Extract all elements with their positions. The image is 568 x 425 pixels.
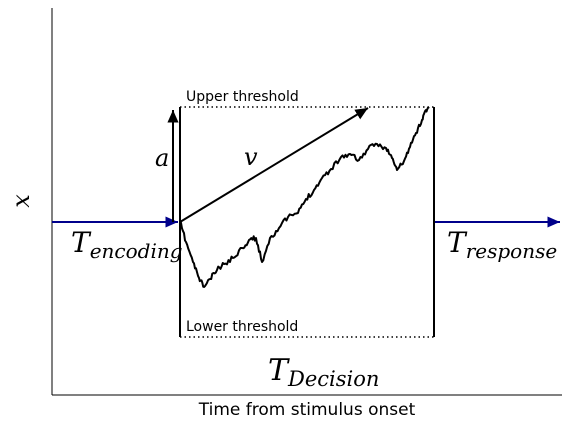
x-axis-label: Time from stimulus onset xyxy=(198,400,416,420)
t-response-main: T xyxy=(447,226,468,259)
t-decision-label: TDecision xyxy=(268,353,379,391)
lower-threshold-label: Lower threshold xyxy=(186,319,298,335)
upper-threshold-label: Upper threshold xyxy=(186,89,299,105)
t-response-label: Tresponse xyxy=(447,226,557,263)
t-encoding-sub: encoding xyxy=(90,239,183,263)
t-encoding-label: Tencoding xyxy=(71,226,183,263)
drift-arrow xyxy=(179,107,369,223)
t-decision-sub: Decision xyxy=(287,367,379,391)
evidence-trace xyxy=(179,106,430,288)
boundary-separation-label: a xyxy=(155,144,169,172)
drift-rate-label: v xyxy=(244,143,258,171)
t-response-sub: response xyxy=(466,239,557,263)
t-encoding-main: T xyxy=(71,226,92,259)
y-axis-label: x xyxy=(7,194,35,208)
t-decision-main: T xyxy=(268,353,290,388)
